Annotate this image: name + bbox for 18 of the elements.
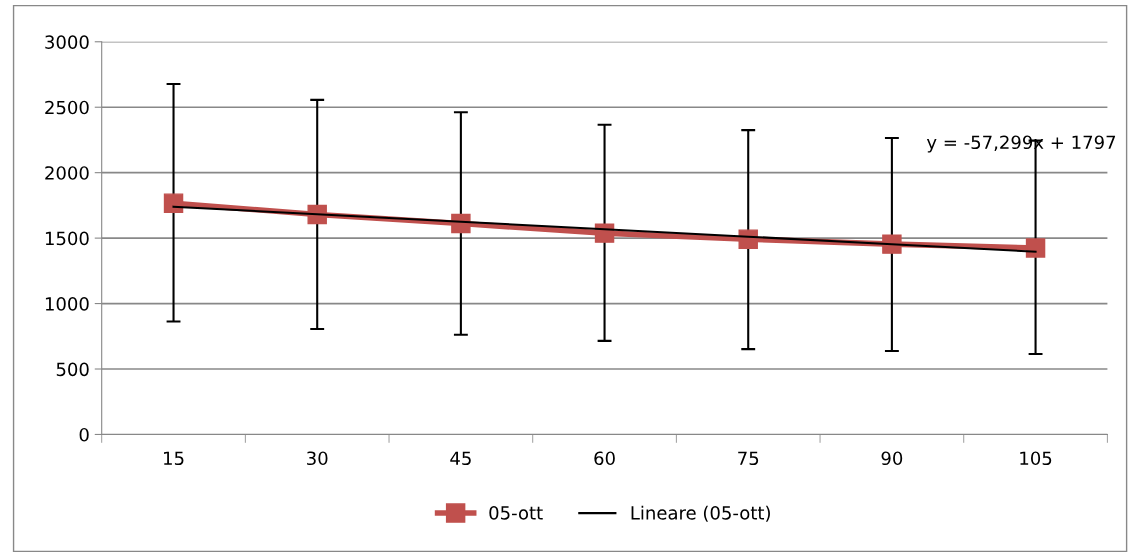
x-tick-label: 15 <box>164 451 184 466</box>
x-tick-label: 45 <box>450 451 471 466</box>
y-tick-label: 1500 <box>45 231 89 246</box>
point <box>1025 238 1046 258</box>
x-tick-label: 30 <box>307 451 328 466</box>
x-tick-label: 105 <box>1020 451 1052 466</box>
y-tick-label: 2000 <box>45 166 89 180</box>
y-tick-label: 3000 <box>45 35 89 49</box>
y-tick-label: 1000 <box>45 297 89 311</box>
legend-label: 05-ott <box>489 506 543 520</box>
legend-label: Lineare (05-ott) <box>631 505 770 522</box>
x-tick-label: 90 <box>881 451 903 466</box>
y-tick-label: 2500 <box>45 100 89 115</box>
x-tick-label: 60 <box>594 451 615 466</box>
x-tick-label: 75 <box>738 451 759 466</box>
y-tick-label: 0 <box>79 427 89 442</box>
y-tick-label: 500 <box>56 362 89 377</box>
point <box>163 193 184 213</box>
